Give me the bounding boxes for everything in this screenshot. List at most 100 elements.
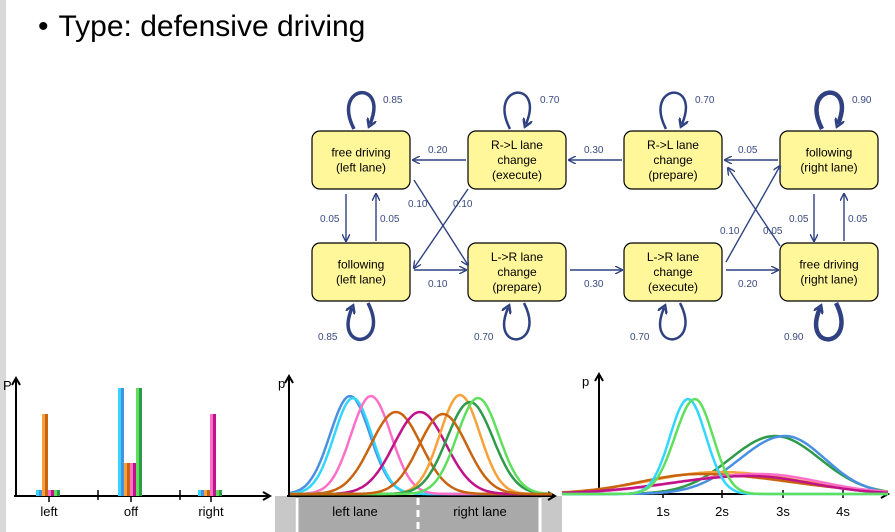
bar [216,490,219,496]
slide-title: • Type: defensive driving [38,10,365,44]
x-label-right-lane: right lane [453,504,506,519]
state-label: (execute) [492,168,542,182]
self-loop-arrow [348,302,376,342]
state-label: R->L lane [491,138,543,152]
self-loop-arrow [346,90,374,130]
state-box [311,130,411,190]
transition-prob: 0.05 [848,214,868,225]
x-axis-arrowhead [262,491,273,501]
state-node-s1: free driving(left lane) [311,130,411,190]
state-box [779,130,879,190]
self-loop-s6: 0.70 [474,302,531,343]
density-curve [562,397,888,496]
transition-s1-s6: 0.10 [413,179,473,265]
state-label: change [497,265,537,279]
density-curve [290,412,552,496]
state-label: change [653,153,693,167]
bar-group-left: left [36,414,60,519]
self-loop-prob: 0.70 [540,95,560,106]
transition-arrow [725,166,780,263]
transition-s8-s4: 0.05 [844,194,868,241]
state-box [779,242,879,302]
self-loop-arrow [503,91,530,130]
self-loop-s3: 0.70 [659,91,715,130]
y-axis-arrowhead [11,375,21,386]
transition-s8-s3: 0.05 [728,168,783,247]
self-loop-s1: 0.85 [346,90,403,130]
self-loop-s4: 0.90 [814,90,872,131]
state-box [467,130,567,190]
state-node-s8: free driving(right lane) [779,242,879,302]
density-plot-lane: p left lane right lane [275,373,562,532]
bar [45,414,48,496]
transition-prob: 0.05 [763,226,783,237]
y-axis-arrowhead [594,371,604,382]
bar [57,490,60,496]
bar-group-right: right [198,414,224,519]
transition-prob: 0.05 [320,214,340,225]
state-box [467,242,567,302]
bar [130,463,133,496]
self-loop-prob: 0.90 [852,95,872,106]
self-loop-prob: 0.70 [630,332,650,343]
bar [139,388,142,496]
state-label: following [338,258,385,272]
bar [198,490,201,496]
transition-s5-s6: 0.10 [414,270,466,290]
bar [121,388,124,496]
transition-s5-s1: 0.05 [376,194,400,241]
transition-prob: 0.30 [584,279,604,290]
transition-s4-s8: 0.05 [789,194,814,241]
x-tick-label: off [124,504,139,519]
state-box [311,242,411,302]
state-label: (left lane) [336,273,386,287]
transition-s6-s7: 0.30 [570,270,622,290]
bar [54,490,57,496]
bar [210,414,213,496]
transition-s3-s2: 0.30 [569,145,622,160]
density-plot-time: p 1s 2s 3s 4s [561,371,891,519]
y-axis-label: p [582,374,589,389]
self-loop-s7: 0.70 [630,302,687,343]
state-diagram: free driving(left lane)R->L lanechange(e… [311,90,879,343]
state-label: change [653,265,693,279]
transition-prob: 0.10 [428,279,448,290]
state-label: change [497,153,537,167]
state-box [623,242,723,302]
transition-arrow [728,168,781,247]
bar [133,463,136,496]
bar [219,490,222,496]
bar [136,388,139,496]
bar [42,414,45,496]
transition-prob: 0.05 [380,214,400,225]
density-curve [562,397,888,496]
state-node-s5: following(left lane) [311,242,411,302]
state-label: L->R lane [647,250,700,264]
x-tick-label: 4s [836,504,850,519]
bar [118,388,121,496]
transition-s7-s4: 0.10 [720,166,780,263]
bar [51,490,54,496]
bar-group-off: off [118,388,142,519]
y-axis-label: P [3,378,12,393]
transition-prob: 0.20 [738,279,758,290]
x-tick-label: left [40,504,58,519]
self-loop-arrow [659,91,686,130]
transition-s2-s1: 0.20 [413,145,466,160]
self-loop-prob: 0.85 [383,95,403,106]
transition-prob: 0.05 [738,145,758,156]
state-label: (right lane) [800,273,857,287]
x-label-left-lane: left lane [332,504,378,519]
state-label: R->L lane [647,138,699,152]
transition-s2-s5: 0.10 [408,188,469,268]
bar [213,414,216,496]
slide-left-border [0,0,6,532]
state-label: (prepare) [492,280,541,294]
x-tick-label: right [198,504,224,519]
bar [127,463,130,496]
transition-prob: 0.10 [453,199,473,210]
